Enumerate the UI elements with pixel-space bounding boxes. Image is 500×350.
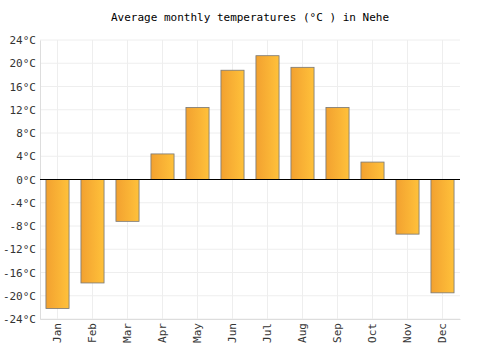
bar — [221, 70, 244, 179]
x-tick-label: Sep — [331, 323, 344, 343]
x-tick-label: Jul — [261, 323, 274, 343]
x-tick-label: Jan — [51, 323, 64, 343]
y-tick: 20°C — [10, 57, 41, 70]
chart: -24°C -20°C -16°C -12°C -8°C -4°C 0°C 4°C 8°C 12°… — [0, 0, 500, 350]
y-tick-label: -8°C — [10, 220, 37, 233]
x-axis: Jan Feb Mar Apr May Jun Jul Aug Sep Oct Nov Dec — [41, 319, 461, 343]
y-tick-label: -16°C — [3, 267, 36, 280]
x-tick-label: Feb — [86, 323, 99, 343]
y-tick-label: 4°C — [16, 150, 36, 163]
x-tick-label: Mar — [121, 323, 134, 343]
zero-line — [40, 179, 460, 180]
y-tick: 24°C — [10, 34, 41, 47]
bar — [151, 154, 174, 180]
y-tick: -4°C — [10, 197, 41, 210]
y-tick: 16°C — [10, 81, 41, 94]
bar — [361, 162, 384, 179]
y-tick-label: 24°C — [10, 34, 37, 47]
bar — [396, 180, 419, 235]
bar — [186, 107, 209, 179]
x-tick: Sep — [331, 319, 344, 343]
bar — [326, 107, 349, 179]
y-tick: 12°C — [10, 104, 41, 117]
y-tick-label: -20°C — [3, 290, 36, 303]
y-axis: -24°C -20°C -16°C -12°C -8°C -4°C 0°C 4°C 8°C 12°… — [3, 34, 41, 326]
y-tick: -24°C — [3, 313, 40, 326]
y-tick-label: 20°C — [10, 57, 37, 70]
x-tick: Aug — [296, 319, 309, 343]
bar — [81, 180, 104, 283]
grid-line — [40, 86, 460, 87]
x-tick-label: May — [191, 323, 204, 343]
grid-line — [40, 319, 460, 320]
bar — [291, 67, 314, 179]
y-tick-label: -24°C — [3, 313, 36, 326]
plot: -24°C -20°C -16°C -12°C -8°C -4°C 0°C 4°C 8°C 12°… — [3, 34, 461, 343]
y-tick: 0°C — [16, 174, 40, 187]
y-tick: -8°C — [10, 220, 41, 233]
y-tick-label: 16°C — [10, 81, 37, 94]
y-tick: 8°C — [16, 127, 40, 140]
bars — [46, 56, 454, 309]
bar — [46, 180, 69, 309]
grid — [40, 40, 460, 319]
x-tick-label: Oct — [366, 323, 379, 343]
x-tick: May — [191, 319, 204, 343]
x-tick: Jun — [226, 319, 239, 343]
grid-line — [40, 133, 460, 134]
x-tick: Oct — [366, 319, 379, 343]
y-tick: -16°C — [3, 267, 40, 280]
bar — [256, 56, 279, 180]
grid-line — [40, 109, 460, 110]
y-tick: 4°C — [16, 150, 40, 163]
x-tick-label: Jun — [226, 323, 239, 343]
x-tick: Dec — [436, 319, 449, 343]
grid-line — [40, 179, 460, 180]
y-tick: -12°C — [3, 243, 40, 256]
grid-line — [40, 63, 460, 64]
bar — [116, 180, 139, 222]
x-tick: Jan — [51, 319, 64, 343]
grid-line — [40, 40, 460, 41]
grid-line — [40, 295, 460, 296]
y-tick: -20°C — [3, 290, 40, 303]
y-tick-label: -4°C — [10, 197, 37, 210]
x-tick: Mar — [121, 319, 134, 343]
grid-line — [40, 156, 460, 157]
x-tick: Apr — [156, 319, 169, 343]
y-tick-label: 12°C — [10, 104, 37, 117]
x-tick: Feb — [86, 319, 99, 343]
x-axis-line — [41, 319, 461, 320]
x-tick-label: Apr — [156, 323, 169, 343]
x-tick: Nov — [401, 319, 414, 343]
x-tick: Jul — [261, 319, 274, 343]
x-tick-label: Aug — [296, 323, 309, 343]
y-tick-label: 8°C — [16, 127, 36, 140]
y-tick-label: -12°C — [3, 243, 36, 256]
x-tick-label: Dec — [436, 323, 449, 343]
x-tick-label: Nov — [401, 323, 414, 343]
bar — [431, 180, 454, 293]
y-tick-label: 0°C — [16, 174, 36, 187]
title: Average monthly temperatures (°C ) in Ne… — [111, 11, 389, 24]
